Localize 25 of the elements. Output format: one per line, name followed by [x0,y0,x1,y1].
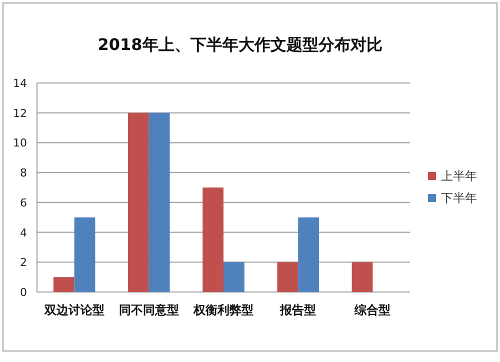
bar [277,262,298,292]
bar [202,188,224,292]
y-tick-label: 0 [20,286,27,299]
y-tick-label: 8 [20,166,27,180]
x-tick-label: 权衡利弊型 [192,303,254,317]
x-tick-label: 报告型 [279,303,316,317]
x-tick-label: 综合型 [354,303,391,317]
bar [74,217,96,292]
y-tick-label: 10 [13,136,27,150]
legend-label: 上半年 [441,169,477,183]
x-tick-label: 双边讨论型 [43,303,104,317]
bar [53,277,74,292]
bar [148,112,170,292]
bar [224,262,244,292]
chart-title: 2018年上、下半年大作文题型分布对比 [98,35,382,54]
y-tick-label: 4 [20,226,27,240]
y-tick-label: 12 [13,106,27,120]
legend-label: 下半年 [441,191,477,205]
bar [298,217,319,292]
y-tick-label: 14 [13,77,27,90]
y-tick-label: 6 [20,196,27,210]
y-tick-label: 2 [20,256,27,270]
bar [128,112,149,292]
bar [352,262,373,292]
x-tick-label: 同不同意型 [118,303,179,317]
